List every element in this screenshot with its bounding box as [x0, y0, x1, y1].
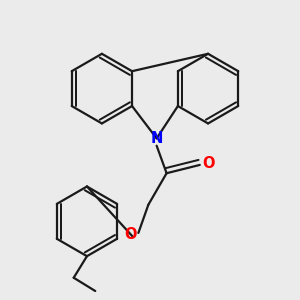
Text: O: O [202, 156, 214, 171]
Text: O: O [124, 227, 136, 242]
Text: N: N [150, 131, 163, 146]
